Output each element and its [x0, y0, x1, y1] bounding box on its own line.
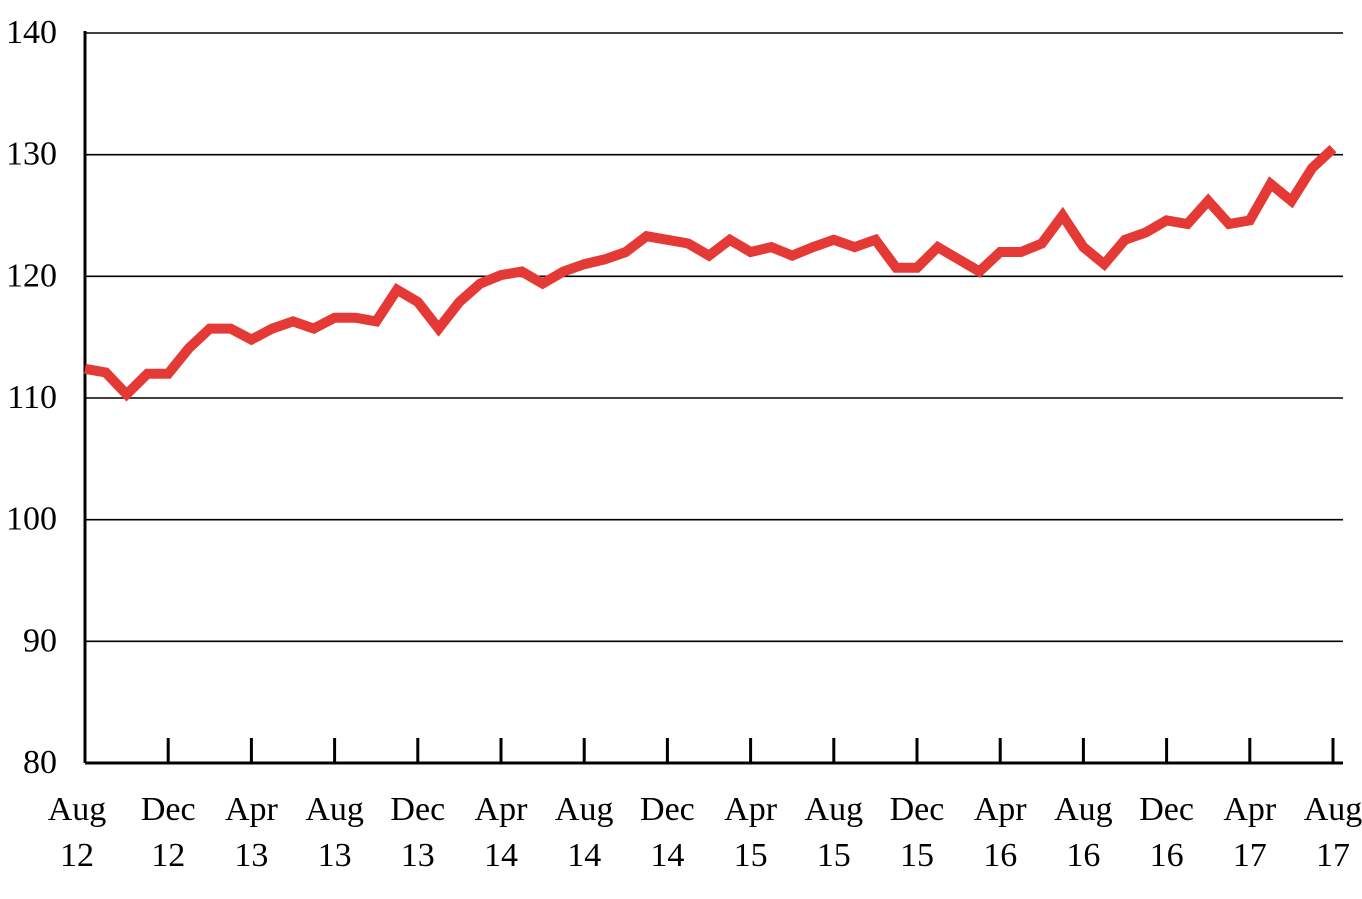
x-tick-label-month: Apr: [225, 791, 279, 828]
x-axis-ticks: [166, 738, 1335, 763]
y-axis-tick-labels: 80 90 100 110 120 130 140: [6, 14, 57, 781]
x-tick-label-month: Dec: [640, 791, 695, 828]
y-tick-label: 110: [7, 379, 57, 416]
x-tick-label-year: 13: [401, 837, 435, 874]
x-tick-label-month: Dec: [1139, 791, 1194, 828]
y-tick-label: 80: [23, 744, 57, 781]
x-tick-label-year: 15: [900, 837, 934, 874]
y-tick-label: 120: [6, 257, 57, 294]
x-tick-label-year: 13: [234, 837, 268, 874]
y-tick-label: 140: [6, 14, 57, 51]
y-tick-label: 130: [6, 136, 57, 173]
x-tick-label-year: 13: [318, 837, 352, 874]
x-tick-label-year: 16: [1150, 837, 1184, 874]
x-tick-label-month: Apr: [724, 791, 778, 828]
x-tick-label-year: 16: [1066, 837, 1100, 874]
x-tick-label-year: 14: [484, 837, 518, 874]
x-tick-label-month: Dec: [890, 791, 945, 828]
x-tick-label-year: 12: [151, 837, 185, 874]
x-tick-label-year: 14: [650, 837, 684, 874]
series-layer: [84, 144, 1337, 402]
x-tick-label-year: 17: [1233, 837, 1267, 874]
x-tick-label-month: Apr: [1223, 791, 1277, 828]
y-tick-label: 100: [6, 501, 57, 538]
x-tick-label-year: 14: [567, 837, 601, 874]
x-tick-label-year: 12: [60, 837, 94, 874]
x-tick-label-month: Apr: [475, 791, 529, 828]
x-tick-label-year: 15: [734, 837, 768, 874]
x-tick-label-month: Aug: [305, 791, 364, 828]
x-tick-label-month: Aug: [555, 791, 614, 828]
x-axis-tick-labels: Aug 12 Dec 12 Apr 13 Aug 13 Dec 13 Apr 14 Aug 14 Dec 14…: [48, 791, 1362, 874]
x-tick-label-month: Aug: [1304, 791, 1362, 828]
series-line-0: [84, 144, 1337, 402]
x-tick-label-month: Aug: [48, 791, 107, 828]
y-tick-label: 90: [23, 622, 57, 659]
x-tick-label-year: 15: [817, 837, 851, 874]
x-tick-label-month: Aug: [1054, 791, 1113, 828]
x-tick-label-year: 16: [983, 837, 1017, 874]
x-tick-label-month: Apr: [974, 791, 1028, 828]
x-tick-label-month: Dec: [141, 791, 196, 828]
x-tick-label-month: Aug: [805, 791, 864, 828]
gridlines: [85, 32, 1343, 765]
x-tick-label-year: 17: [1316, 837, 1350, 874]
x-tick-label-month: Dec: [390, 791, 445, 828]
